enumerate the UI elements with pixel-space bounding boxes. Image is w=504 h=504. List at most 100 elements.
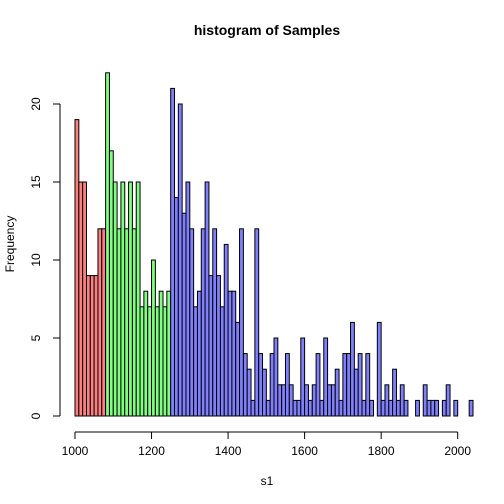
bar (346, 353, 352, 417)
bar (403, 399, 409, 417)
bar (426, 399, 432, 417)
bar (97, 228, 103, 417)
bar (384, 384, 390, 417)
bar (235, 321, 241, 417)
bar (445, 384, 451, 417)
bar (189, 228, 195, 417)
x-tick-label: 1200 (138, 444, 165, 458)
bar (108, 150, 114, 417)
bar (262, 368, 267, 417)
x-tick-label: 1000 (62, 444, 89, 458)
bar (131, 228, 137, 417)
bar (273, 337, 279, 417)
bar (74, 119, 80, 417)
bar (124, 228, 130, 417)
bar (242, 353, 248, 417)
bar (185, 181, 191, 417)
bar (151, 259, 156, 417)
bar (231, 290, 237, 417)
bar (223, 243, 229, 417)
bar (78, 181, 84, 417)
bar (330, 384, 336, 417)
bar (112, 181, 118, 417)
chart-title: histogram of Samples (194, 22, 340, 38)
bar (380, 399, 386, 417)
bar (85, 275, 91, 417)
bar (89, 275, 95, 417)
bar (353, 368, 359, 417)
bar (311, 384, 317, 417)
bar (323, 337, 329, 417)
bar (388, 399, 394, 417)
bar (239, 228, 244, 417)
bar (415, 399, 420, 417)
bar (208, 275, 214, 417)
bar (204, 181, 210, 417)
bar (166, 290, 172, 417)
y-tick-label: 5 (29, 334, 43, 341)
y-tick-label: 20 (29, 97, 43, 111)
bar (246, 368, 252, 417)
x-axis-label: s1 (261, 474, 274, 488)
bar (434, 399, 440, 417)
bar (300, 337, 306, 417)
bar (227, 290, 233, 417)
bar (281, 384, 286, 417)
bar (395, 399, 401, 417)
y-tick-label: 0 (29, 412, 43, 419)
bar (101, 228, 107, 417)
y-tick-label: 15 (29, 175, 43, 189)
bar (319, 399, 325, 417)
y-tick-label: 10 (29, 253, 43, 267)
bar (212, 228, 218, 417)
bar (254, 228, 260, 417)
x-tick-label: 2000 (444, 444, 471, 458)
bar (135, 181, 141, 417)
bar (265, 399, 271, 417)
bar (181, 212, 187, 417)
bar (288, 384, 294, 417)
bar (177, 103, 183, 417)
bar (147, 306, 153, 417)
bar (105, 72, 110, 417)
bar (269, 353, 275, 417)
bar (139, 306, 145, 417)
bar (200, 228, 206, 417)
bar (162, 306, 168, 417)
bar (422, 384, 428, 417)
y-axis-label: Frequency (3, 216, 17, 273)
bar (93, 275, 99, 417)
bar (158, 290, 164, 417)
bar (307, 399, 313, 417)
bar (292, 399, 298, 417)
bar (430, 399, 436, 417)
bar (327, 384, 332, 417)
bar (304, 384, 309, 417)
bar (468, 399, 474, 417)
x-tick-label: 1600 (291, 444, 318, 458)
bar (376, 321, 382, 417)
bar (357, 353, 363, 417)
bar (334, 368, 340, 417)
bar (369, 399, 374, 417)
bar (120, 181, 126, 417)
x-tick-label: 1400 (215, 444, 242, 458)
bar (170, 87, 176, 417)
bar (82, 181, 87, 417)
bar (361, 399, 367, 417)
bar (216, 275, 221, 417)
bar (116, 228, 122, 417)
bar (296, 399, 302, 417)
bar (174, 197, 179, 417)
bar (453, 399, 459, 417)
bar (365, 353, 371, 417)
bar (193, 306, 198, 417)
bar (128, 181, 133, 417)
bar (441, 399, 447, 417)
bar (284, 353, 290, 417)
bar (350, 321, 355, 417)
x-tick-label: 1800 (368, 444, 395, 458)
bar (196, 290, 202, 417)
bar (392, 368, 397, 417)
